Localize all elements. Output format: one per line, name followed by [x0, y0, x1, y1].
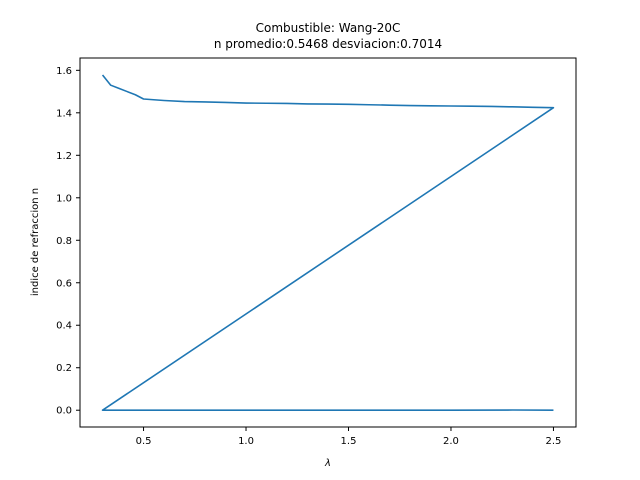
y-tick-label: 0.8 — [56, 236, 72, 247]
y-tick-label: 1.6 — [56, 66, 72, 77]
x-tick-label: 2.5 — [546, 436, 562, 447]
x-tick-label: 1.5 — [341, 436, 357, 447]
y-tick-label: 0.2 — [56, 363, 72, 374]
x-tick-label: 0.5 — [136, 436, 152, 447]
x-tick-label: 1.0 — [238, 436, 254, 447]
y-tick-label: 1.0 — [56, 193, 72, 204]
y-tick-label: 0.0 — [56, 406, 72, 417]
plot-area — [79, 57, 577, 428]
chart-subtitle: n promedio:0.5468 desviacion:0.7014 — [214, 37, 442, 51]
series-line-n — [101, 74, 555, 412]
y-tick-label: 1.2 — [56, 151, 72, 162]
y-tick-label: 1.4 — [56, 108, 72, 119]
x-axis-ticks: 0.5 1.0 1.5 2.0 2.5 — [136, 427, 562, 447]
series-layer — [101, 74, 555, 412]
y-axis-ticks: 0.0 0.2 0.4 0.6 0.8 1.0 1.2 1.4 1.6 — [56, 66, 80, 417]
chart-title: Combustible: Wang-20C — [256, 21, 401, 35]
x-axis-label: λ — [324, 458, 331, 469]
y-axis-label: indice de refraccion n — [30, 188, 41, 296]
x-tick-label: 2.0 — [443, 436, 459, 447]
y-tick-label: 0.6 — [56, 278, 72, 289]
y-tick-label: 0.4 — [56, 321, 72, 332]
